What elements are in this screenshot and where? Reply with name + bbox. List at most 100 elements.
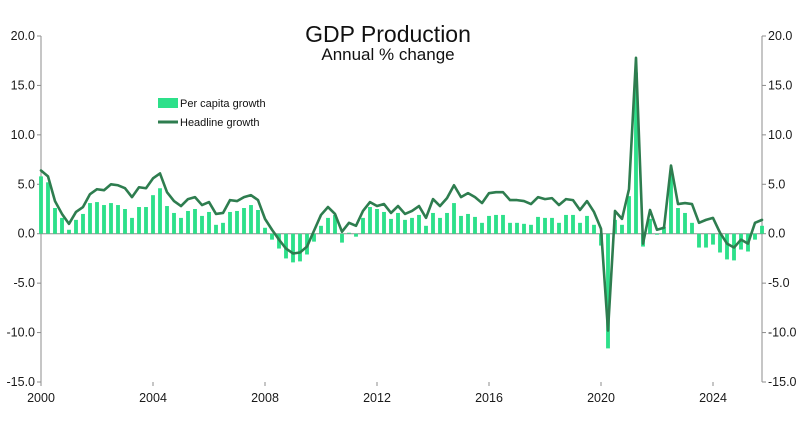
per-capita-bar bbox=[60, 217, 64, 234]
y-tick-label-left: 20.0 bbox=[11, 29, 35, 43]
y-tick-label-right: -5.0 bbox=[768, 276, 790, 290]
per-capita-bar bbox=[655, 233, 659, 235]
per-capita-bar bbox=[683, 212, 687, 234]
headline-growth-line bbox=[39, 56, 764, 332]
per-capita-bar bbox=[326, 217, 330, 234]
per-capita-bar bbox=[725, 233, 729, 260]
per-capita-bar bbox=[760, 225, 764, 234]
per-capita-bar bbox=[249, 205, 253, 234]
per-capita-bar bbox=[46, 182, 50, 234]
legend-label-per-capita: Per capita growth bbox=[180, 98, 266, 110]
per-capita-bar bbox=[291, 233, 295, 263]
per-capita-bar bbox=[564, 214, 568, 234]
per-capita-bar bbox=[382, 211, 386, 234]
x-tick-label: 2020 bbox=[587, 391, 615, 405]
per-capita-bar bbox=[620, 224, 624, 234]
per-capita-bar bbox=[74, 219, 78, 234]
chart-subtitle: Annual % change bbox=[321, 45, 454, 64]
per-capita-bar bbox=[340, 233, 344, 243]
per-capita-bar bbox=[669, 172, 673, 234]
per-capita-bar bbox=[312, 233, 316, 242]
y-axis-left-ticks: 20.0 15.0 10.0 5.0 0.0 -5.0 -10.0 -15.0 bbox=[7, 29, 41, 389]
per-capita-bar bbox=[536, 216, 540, 234]
per-capita-bar bbox=[452, 203, 456, 234]
legend: Per capita growth Headline growth bbox=[158, 98, 266, 129]
per-capita-bar bbox=[179, 217, 183, 234]
per-capita-bar bbox=[95, 202, 99, 234]
per-capita-bar bbox=[144, 207, 148, 234]
per-capita-bar bbox=[375, 209, 379, 234]
per-capita-bar bbox=[123, 209, 127, 234]
per-capita-bar bbox=[228, 211, 232, 234]
per-capita-bar bbox=[235, 210, 239, 234]
chart-title: GDP Production bbox=[305, 21, 471, 47]
x-tick-label: 2012 bbox=[363, 391, 391, 405]
per-capita-bar bbox=[522, 223, 526, 234]
per-capita-bar bbox=[487, 215, 491, 234]
per-capita-bar bbox=[333, 214, 337, 234]
per-capita-bar bbox=[53, 208, 57, 234]
per-capita-bar bbox=[662, 226, 666, 234]
x-tick-label: 2024 bbox=[699, 391, 727, 405]
per-capita-bar bbox=[473, 216, 477, 234]
per-capita-bar bbox=[704, 233, 708, 248]
per-capita-bar bbox=[690, 222, 694, 234]
y-tick-label-left: 5.0 bbox=[18, 177, 35, 191]
per-capita-bar bbox=[221, 222, 225, 234]
per-capita-bar bbox=[102, 205, 106, 234]
per-capita-bar bbox=[270, 233, 274, 240]
per-capita-bar bbox=[501, 214, 505, 234]
per-capita-bar bbox=[431, 212, 435, 234]
per-capita-bar bbox=[578, 222, 582, 234]
per-capita-bar bbox=[417, 214, 421, 234]
legend-swatch-per-capita bbox=[158, 98, 178, 108]
y-tick-label-right: 5.0 bbox=[768, 177, 785, 191]
x-axis-ticks: 2000 2004 2008 2012 2016 2020 2024 bbox=[27, 382, 727, 405]
per-capita-bar bbox=[592, 224, 596, 234]
y-tick-label-left: -5.0 bbox=[13, 276, 35, 290]
per-capita-bar bbox=[550, 217, 554, 234]
per-capita-bar bbox=[347, 232, 351, 234]
x-tick-label: 2000 bbox=[27, 391, 55, 405]
per-capita-bar bbox=[438, 217, 442, 234]
per-capita-bar bbox=[585, 215, 589, 234]
per-capita-bar bbox=[361, 217, 365, 234]
per-capita-bar bbox=[718, 233, 722, 253]
per-capita-bar bbox=[354, 233, 358, 237]
per-capita-bar bbox=[459, 215, 463, 234]
per-capita-bar bbox=[88, 203, 92, 234]
y-tick-label-left: -10.0 bbox=[7, 326, 36, 340]
per-capita-bar bbox=[648, 218, 652, 234]
per-capita-bar bbox=[557, 222, 561, 234]
per-capita-bar bbox=[711, 233, 715, 245]
per-capita-bar bbox=[543, 217, 547, 234]
per-capita-bar bbox=[319, 225, 323, 234]
per-capita-bar bbox=[508, 222, 512, 234]
per-capita-bar bbox=[298, 233, 302, 262]
per-capita-bar bbox=[480, 222, 484, 234]
per-capita-bar bbox=[39, 176, 43, 234]
per-capita-bar bbox=[81, 213, 85, 234]
per-capita-bar bbox=[424, 225, 428, 234]
per-capita-bar bbox=[529, 224, 533, 234]
y-tick-label-left: 0.0 bbox=[18, 227, 35, 241]
headline-line-group bbox=[39, 56, 764, 332]
per-capita-bar bbox=[466, 213, 470, 234]
per-capita-bar bbox=[242, 208, 246, 234]
per-capita-bar bbox=[200, 215, 204, 234]
y-tick-label-right: -10.0 bbox=[768, 326, 797, 340]
y-axis-right-ticks: 20.0 15.0 10.0 5.0 0.0 -5.0 -10.0 -15.0 bbox=[762, 29, 797, 389]
per-capita-bar bbox=[396, 212, 400, 234]
per-capita-bar bbox=[634, 72, 638, 234]
x-tick-label: 2004 bbox=[139, 391, 167, 405]
y-tick-label-right: 10.0 bbox=[768, 128, 792, 142]
per-capita-bar bbox=[172, 212, 176, 234]
y-tick-label-right: 20.0 bbox=[768, 29, 792, 43]
per-capita-bar bbox=[109, 203, 113, 234]
y-tick-label-right: 0.0 bbox=[768, 227, 785, 241]
per-capita-bar bbox=[676, 208, 680, 234]
y-tick-label-left: 15.0 bbox=[11, 78, 35, 92]
per-capita-bar bbox=[214, 224, 218, 234]
per-capita-bar bbox=[697, 233, 701, 248]
